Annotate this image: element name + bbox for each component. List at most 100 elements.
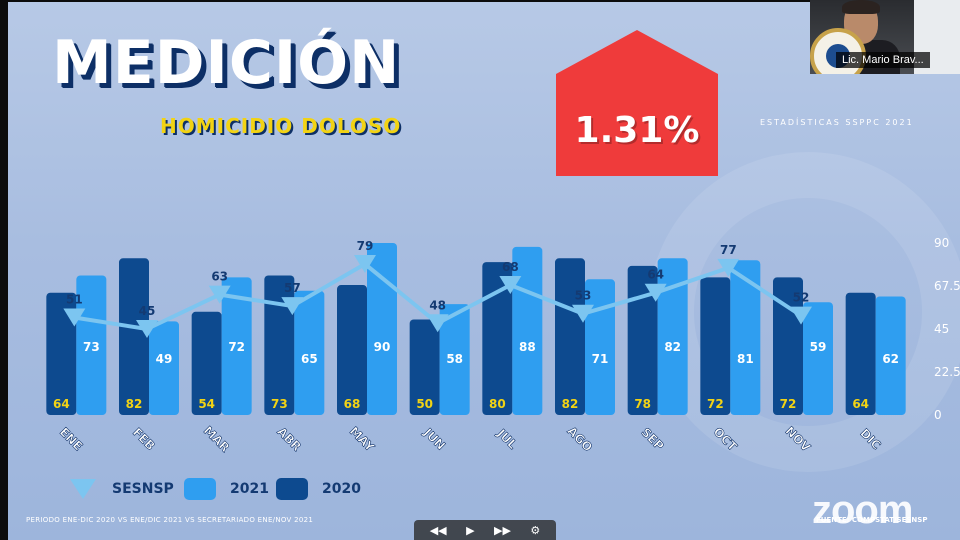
data-label-2020-mar: 54 bbox=[198, 397, 215, 411]
bar-2020-ago bbox=[555, 258, 585, 415]
sesnsp-marker-nov bbox=[790, 306, 812, 325]
settings-icon[interactable]: ⚙ bbox=[530, 523, 541, 537]
slide-subtitle: HOMICIDIO DOLOSO bbox=[160, 114, 402, 138]
bar-2021-feb bbox=[149, 321, 179, 415]
bar-2021-jun bbox=[439, 304, 470, 415]
data-label-2020-feb: 82 bbox=[126, 397, 143, 411]
bar-2020-mar bbox=[191, 311, 222, 415]
legend-label-2020: 2020 bbox=[322, 481, 361, 497]
play-icon[interactable]: ▶ bbox=[466, 523, 475, 537]
bar-2020-sep bbox=[627, 265, 658, 415]
bar-2020-ene bbox=[46, 292, 77, 415]
bar-2021-ago bbox=[585, 279, 615, 415]
bar-2021-abr bbox=[294, 290, 325, 415]
badge-percentage: 1.31% bbox=[574, 110, 700, 151]
x-tick-label-oct: OCT bbox=[711, 425, 741, 455]
legend-label-2021: 2021 bbox=[230, 481, 269, 497]
sesnsp-label-ago: 53 bbox=[575, 289, 592, 303]
media-controls: ◀◀ ▶ ▶▶ ⚙ bbox=[414, 520, 556, 540]
sesnsp-marker-feb bbox=[136, 320, 158, 338]
x-tick-label-nov: NOV bbox=[783, 424, 814, 455]
bar-2021-mar bbox=[221, 277, 252, 415]
sesnsp-label-sep: 64 bbox=[647, 268, 664, 282]
sesnsp-marker-jun bbox=[426, 314, 449, 333]
data-label-2021-feb: 49 bbox=[156, 352, 173, 366]
legend-sesnsp: SESNSP bbox=[70, 478, 174, 500]
forward-icon[interactable]: ▶▶ bbox=[494, 523, 511, 537]
legend-2020: 2020 bbox=[276, 478, 361, 500]
y-tick-label: 45 bbox=[934, 322, 949, 336]
x-tick-label-ago: AGO bbox=[565, 424, 596, 455]
data-label-2021-sep: 82 bbox=[664, 340, 681, 354]
bar-2021-oct bbox=[730, 260, 761, 415]
house-badge-shape bbox=[556, 30, 718, 176]
sesnsp-label-may: 79 bbox=[357, 239, 374, 253]
sesnsp-label-abr: 57 bbox=[284, 281, 301, 295]
participant-video[interactable]: Lic. Mario Brav... bbox=[810, 0, 960, 74]
stats-label: ESTADÍSTICAS SSPPC 2021 bbox=[760, 118, 914, 127]
data-label-2020-jul: 80 bbox=[489, 397, 506, 411]
bar-2020-jun bbox=[409, 319, 440, 415]
participant-hair bbox=[842, 0, 880, 14]
sesnsp-label-feb: 45 bbox=[139, 304, 156, 318]
data-label-2020-dic: 64 bbox=[852, 397, 869, 411]
bar-2020-abr bbox=[264, 275, 295, 415]
bar-line-chart: 64 73 ENE 82 49 FEB 54 72 MAR 73 65 ABR 68 90 MAY 50 58 J… bbox=[46, 236, 960, 455]
legend-swatch-2021 bbox=[184, 478, 216, 500]
data-label-2021-nov: 59 bbox=[810, 340, 827, 354]
data-label-2020-abr: 73 bbox=[271, 397, 288, 411]
triangle-marker-icon bbox=[70, 479, 96, 499]
legend-2021: 2021 bbox=[184, 478, 269, 500]
bar-2020-dic bbox=[845, 292, 876, 415]
x-tick-label-jul: JUL bbox=[494, 426, 520, 452]
x-tick-label-feb: FEB bbox=[130, 425, 158, 453]
y-tick-label: 67.5 bbox=[934, 279, 960, 293]
slide-title: MEDICIÓN bbox=[52, 28, 401, 98]
y-tick-label: 22.5 bbox=[934, 365, 960, 379]
x-tick-label-may: MAY bbox=[347, 424, 377, 454]
period-footnote: PERIODO ENE-DIC 2020 VS ENE/DIC 2021 VS … bbox=[26, 516, 314, 524]
x-tick-label-jun: JUN bbox=[420, 425, 448, 453]
legend-swatch-2020 bbox=[276, 478, 308, 500]
x-tick-label-dic: DIC bbox=[857, 426, 883, 452]
sesnsp-marker-oct bbox=[717, 258, 740, 277]
sesnsp-label-nov: 52 bbox=[793, 291, 810, 305]
y-tick-label: 0 bbox=[934, 408, 942, 422]
presentation-slide: MEDICIÓN HOMICIDIO DOLOSO 1.31% ESTADÍST… bbox=[8, 2, 960, 540]
rewind-icon[interactable]: ◀◀ bbox=[429, 523, 447, 537]
data-label-2021-jul: 88 bbox=[519, 340, 536, 354]
data-label-2021-dic: 62 bbox=[882, 352, 899, 366]
legend-label-sesnsp: SESNSP bbox=[112, 481, 174, 497]
data-label-2020-ene: 64 bbox=[53, 397, 70, 411]
house-badge bbox=[556, 30, 718, 176]
source-note: FUENTE: COMPSTAT/SESNSP bbox=[816, 516, 928, 524]
bar-2020-feb bbox=[119, 258, 149, 415]
bar-2021-sep bbox=[657, 258, 688, 415]
x-tick-label-sep: SEP bbox=[638, 425, 666, 453]
sesnsp-label-jul: 68 bbox=[502, 260, 519, 274]
sesnsp-marker-ene bbox=[63, 308, 86, 327]
data-label-2020-jun: 50 bbox=[416, 397, 433, 411]
sesnsp-marker-ago bbox=[572, 304, 594, 323]
sesnsp-marker-jul bbox=[499, 276, 522, 295]
data-label-2021-mar: 72 bbox=[228, 340, 245, 354]
x-tick-label-abr: ABR bbox=[274, 424, 303, 453]
data-label-2020-sep: 78 bbox=[634, 397, 651, 411]
sesnsp-label-ene: 51 bbox=[66, 293, 83, 307]
sesnsp-label-mar: 63 bbox=[211, 270, 228, 284]
data-label-2021-abr: 65 bbox=[301, 352, 318, 366]
bar-2020-may bbox=[337, 285, 367, 415]
sesnsp-marker-may bbox=[354, 255, 376, 274]
sesnsp-label-jun: 48 bbox=[429, 298, 446, 312]
sesnsp-marker-sep bbox=[644, 283, 667, 302]
sesnsp-label-oct: 77 bbox=[720, 243, 737, 257]
participant-name: Lic. Mario Brav... bbox=[836, 52, 930, 68]
data-label-2021-jun: 58 bbox=[446, 352, 463, 366]
data-label-2021-may: 90 bbox=[374, 340, 391, 354]
y-tick-label: 90 bbox=[934, 236, 949, 250]
bar-2020-oct bbox=[700, 277, 731, 415]
x-tick-label-ene: ENE bbox=[57, 425, 86, 454]
sesnsp-marker-abr bbox=[281, 297, 304, 316]
bar-2020-jul bbox=[482, 262, 513, 415]
